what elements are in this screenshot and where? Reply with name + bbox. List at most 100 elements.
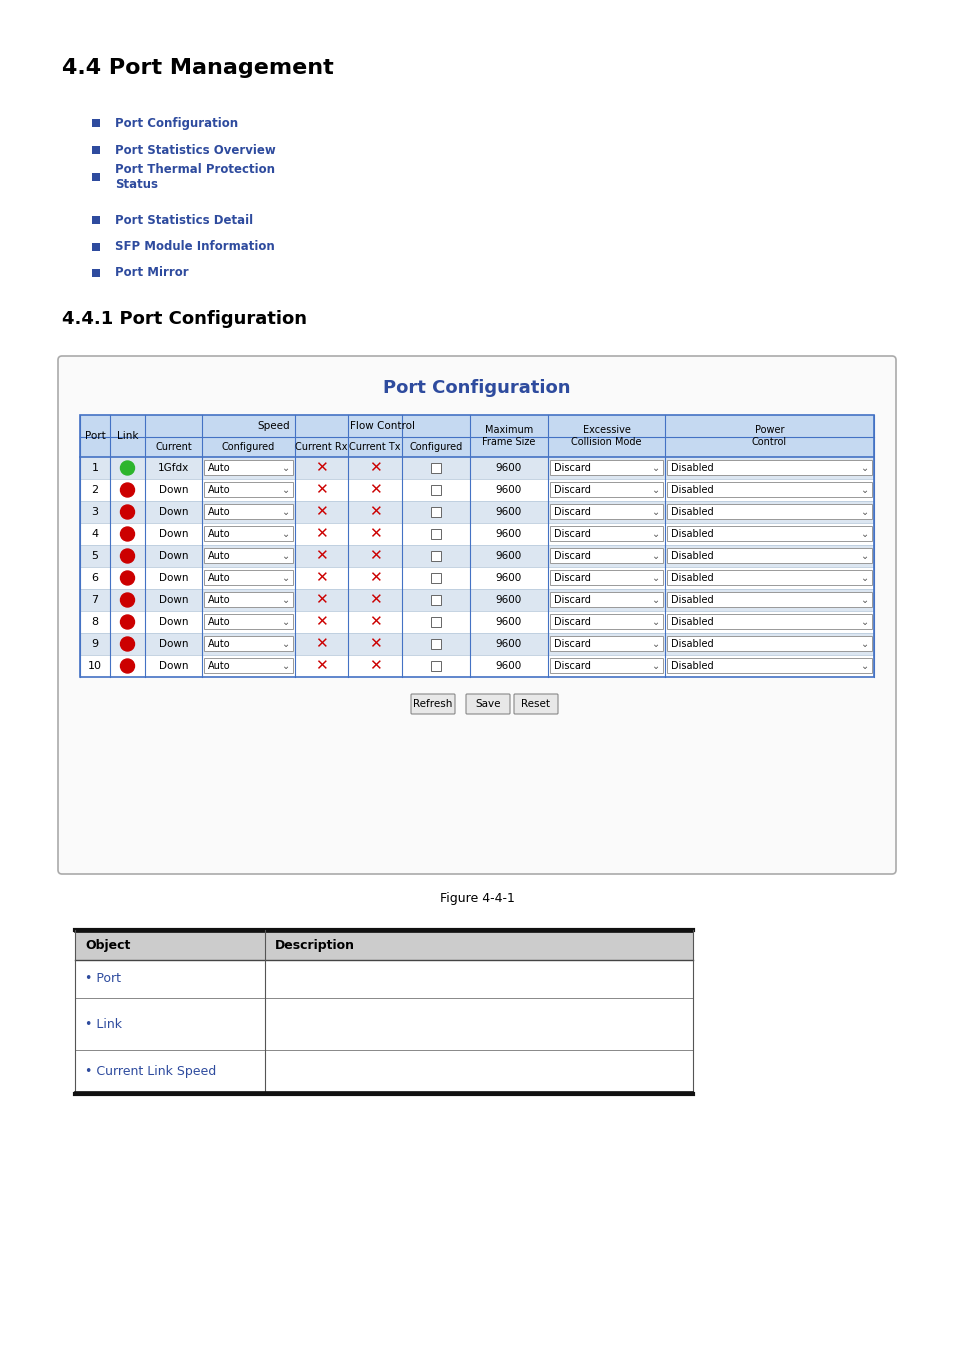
Text: ⌄: ⌄ bbox=[651, 529, 659, 539]
Text: Current: Current bbox=[155, 441, 192, 452]
Text: ✕: ✕ bbox=[314, 659, 328, 674]
Text: Auto: Auto bbox=[208, 463, 231, 472]
FancyBboxPatch shape bbox=[58, 356, 895, 873]
Text: Discard: Discard bbox=[554, 508, 590, 517]
Text: 4: 4 bbox=[91, 529, 98, 539]
Text: Current Tx: Current Tx bbox=[349, 441, 400, 452]
Text: ⌄: ⌄ bbox=[282, 508, 290, 517]
Text: ✕: ✕ bbox=[368, 636, 381, 652]
Bar bbox=[431, 595, 440, 605]
Text: 9600: 9600 bbox=[496, 463, 521, 472]
Text: ✕: ✕ bbox=[314, 571, 328, 586]
Text: 1Gfdx: 1Gfdx bbox=[157, 463, 189, 472]
Text: ⌄: ⌄ bbox=[282, 595, 290, 605]
Bar bbox=[91, 269, 100, 277]
Text: Speed: Speed bbox=[257, 421, 290, 431]
Bar bbox=[91, 119, 100, 127]
Circle shape bbox=[120, 505, 134, 518]
Bar bbox=[80, 612, 873, 633]
Text: ✕: ✕ bbox=[368, 482, 381, 498]
Circle shape bbox=[120, 549, 134, 563]
Text: Disabled: Disabled bbox=[670, 529, 713, 539]
Text: Excessive
Collision Mode: Excessive Collision Mode bbox=[571, 425, 641, 447]
Bar bbox=[80, 479, 873, 501]
Text: 9600: 9600 bbox=[496, 617, 521, 626]
Text: ⌄: ⌄ bbox=[282, 662, 290, 671]
Text: Disabled: Disabled bbox=[670, 639, 713, 649]
Bar bbox=[431, 529, 440, 539]
Text: Port Statistics Overview: Port Statistics Overview bbox=[115, 143, 275, 157]
Bar bbox=[666, 504, 871, 518]
Text: ✕: ✕ bbox=[314, 526, 328, 541]
Text: Port Configuration: Port Configuration bbox=[115, 116, 238, 130]
Text: ✕: ✕ bbox=[314, 593, 328, 608]
Text: Down: Down bbox=[158, 572, 188, 583]
Text: Port Configuration: Port Configuration bbox=[383, 379, 570, 397]
Text: SFP Module Information: SFP Module Information bbox=[115, 240, 274, 254]
Text: Down: Down bbox=[158, 508, 188, 517]
Text: Down: Down bbox=[158, 551, 188, 562]
Bar bbox=[204, 593, 293, 608]
Text: Auto: Auto bbox=[208, 595, 231, 605]
Text: Discard: Discard bbox=[554, 595, 590, 605]
Text: ⌄: ⌄ bbox=[651, 617, 659, 626]
Bar bbox=[666, 482, 871, 497]
Circle shape bbox=[120, 483, 134, 497]
Text: ✕: ✕ bbox=[368, 571, 381, 586]
Text: 2: 2 bbox=[91, 485, 98, 495]
Text: Disabled: Disabled bbox=[670, 551, 713, 562]
Bar bbox=[550, 657, 662, 674]
Bar bbox=[666, 593, 871, 608]
Text: Discard: Discard bbox=[554, 529, 590, 539]
Text: ⌄: ⌄ bbox=[282, 529, 290, 539]
Bar bbox=[204, 657, 293, 674]
FancyBboxPatch shape bbox=[411, 694, 455, 714]
Bar bbox=[80, 633, 873, 655]
Bar bbox=[204, 460, 293, 475]
Text: ✕: ✕ bbox=[314, 614, 328, 629]
Text: Down: Down bbox=[158, 529, 188, 539]
Bar bbox=[80, 589, 873, 612]
Text: 9: 9 bbox=[91, 639, 98, 649]
Text: Disabled: Disabled bbox=[670, 508, 713, 517]
Bar bbox=[431, 551, 440, 562]
Bar bbox=[80, 414, 873, 458]
Bar bbox=[431, 639, 440, 649]
Bar bbox=[204, 504, 293, 518]
Text: Auto: Auto bbox=[208, 617, 231, 626]
Text: Discard: Discard bbox=[554, 485, 590, 495]
Text: Down: Down bbox=[158, 485, 188, 495]
Text: Port: Port bbox=[85, 431, 105, 441]
Text: ⌄: ⌄ bbox=[282, 617, 290, 626]
Text: Link: Link bbox=[116, 431, 138, 441]
Text: Auto: Auto bbox=[208, 508, 231, 517]
Text: ✕: ✕ bbox=[368, 505, 381, 520]
Text: ⌄: ⌄ bbox=[282, 639, 290, 649]
Text: ⌄: ⌄ bbox=[651, 508, 659, 517]
Bar bbox=[666, 460, 871, 475]
Text: Port Statistics Detail: Port Statistics Detail bbox=[115, 213, 253, 227]
Text: ⌄: ⌄ bbox=[651, 463, 659, 472]
Text: Discard: Discard bbox=[554, 463, 590, 472]
Text: Discard: Discard bbox=[554, 572, 590, 583]
Text: 6: 6 bbox=[91, 572, 98, 583]
Text: Auto: Auto bbox=[208, 485, 231, 495]
Text: Port Mirror: Port Mirror bbox=[115, 266, 189, 279]
Text: Disabled: Disabled bbox=[670, 463, 713, 472]
Bar bbox=[91, 146, 100, 154]
Bar bbox=[80, 522, 873, 545]
Text: ⌄: ⌄ bbox=[860, 572, 868, 583]
Text: Down: Down bbox=[158, 595, 188, 605]
Bar bbox=[550, 460, 662, 475]
Circle shape bbox=[120, 460, 134, 475]
Text: ✕: ✕ bbox=[368, 526, 381, 541]
Bar bbox=[80, 567, 873, 589]
Circle shape bbox=[120, 593, 134, 608]
Bar bbox=[91, 173, 100, 181]
Bar bbox=[80, 501, 873, 522]
Text: ✕: ✕ bbox=[314, 636, 328, 652]
Bar bbox=[204, 482, 293, 497]
Text: Disabled: Disabled bbox=[670, 617, 713, 626]
Text: 10: 10 bbox=[88, 662, 102, 671]
Text: • Current Link Speed: • Current Link Speed bbox=[85, 1065, 216, 1077]
